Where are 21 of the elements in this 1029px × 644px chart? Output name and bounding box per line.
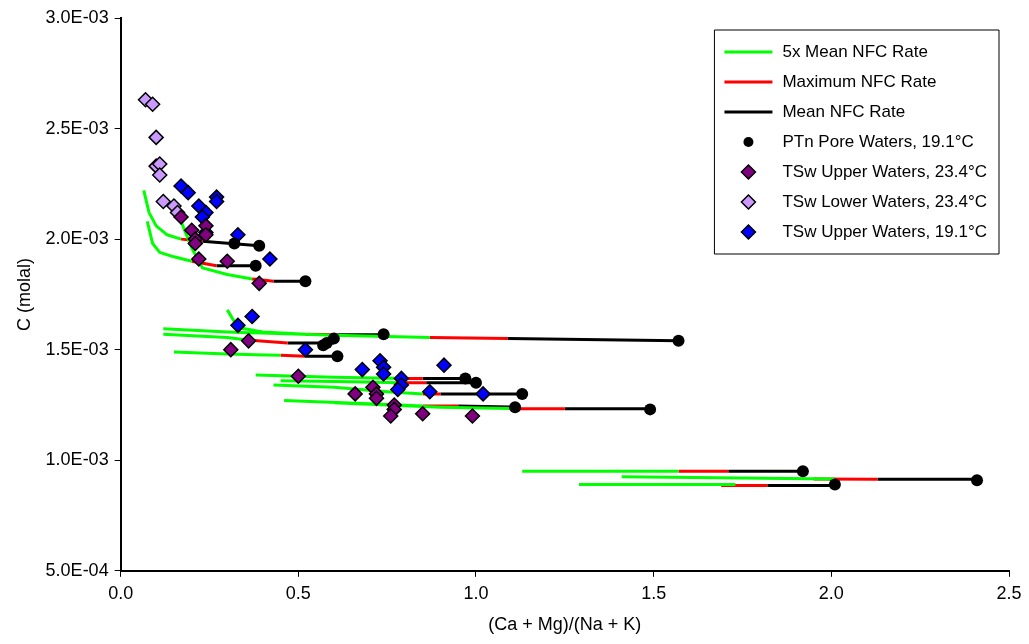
y-tick-label: 1.5E-03 <box>45 338 109 359</box>
x-tick-label: 1.5 <box>641 582 667 603</box>
y-tick-label: 2.0E-03 <box>45 228 109 249</box>
y-tick-label: 1.0E-03 <box>45 449 109 470</box>
x-tick-label: 2.0 <box>818 582 844 603</box>
legend-label: Mean NFC Rate <box>782 101 906 121</box>
x-tick-label: 2.5 <box>996 582 1022 603</box>
x-axis-title: (Ca + Mg)/(Na + K) <box>488 614 642 635</box>
y-tick-label: 3.0E-03 <box>45 6 109 27</box>
legend-label: TSw Upper Waters, 19.1°C <box>782 221 988 241</box>
legend-label: 5x Mean NFC Rate <box>782 41 928 61</box>
y-axis-title: C (molal) <box>13 257 34 331</box>
legend-label: Maximum NFC Rate <box>782 71 937 91</box>
y-tick-label: 5.0E-04 <box>45 559 109 580</box>
y-tick-label: 2.5E-03 <box>45 117 109 138</box>
x-tick-label: 1.0 <box>463 582 489 603</box>
legend-label: TSw Lower Waters, 23.4°C <box>782 191 988 211</box>
x-tick-label: 0.0 <box>108 582 134 603</box>
legend-label: PTn Pore Waters, 19.1°C <box>782 131 974 151</box>
x-tick-label: 0.5 <box>285 582 311 603</box>
legend-label: TSw Upper Waters, 23.4°C <box>782 161 988 181</box>
